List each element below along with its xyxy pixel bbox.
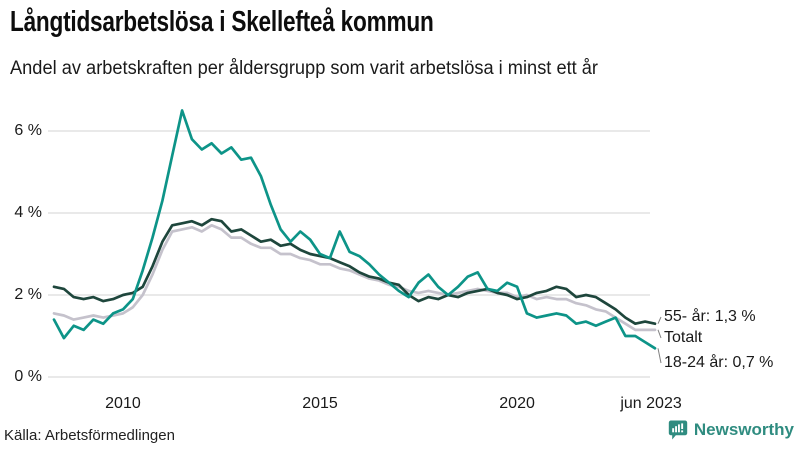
y-axis-tick-label: 4 % bbox=[14, 204, 42, 221]
label-connector bbox=[657, 348, 662, 364]
chart-title: Långtidsarbetslösa i Skellefteå kommun bbox=[10, 6, 434, 38]
series-end-label-55--år: 55- år: 1,3 % bbox=[664, 308, 756, 325]
newsworthy-wordmark: Newsworthy bbox=[693, 420, 794, 439]
x-axis-tick-label: 2020 bbox=[499, 395, 535, 412]
newsworthy-logo[interactable]: Newsworthy bbox=[668, 420, 794, 440]
source-attribution: Källa: Arbetsförmedlingen bbox=[4, 427, 175, 444]
label-connector bbox=[657, 316, 662, 324]
y-axis-tick-label: 2 % bbox=[14, 286, 42, 303]
x-axis-tick-label: 2015 bbox=[302, 395, 338, 412]
chart-subtitle: Andel av arbetskraften per åldersgrupp s… bbox=[10, 58, 599, 79]
series-line-18-24-år bbox=[52, 109, 657, 350]
x-axis-tick-label: 2010 bbox=[105, 395, 141, 412]
y-axis-tick-label: 6 % bbox=[14, 122, 42, 139]
series-line-Totalt bbox=[52, 223, 657, 332]
y-axis-tick-label: 0 % bbox=[14, 368, 42, 385]
newsworthy-bubble-chart-icon bbox=[668, 420, 688, 440]
series-end-label-Totalt: Totalt bbox=[664, 329, 703, 346]
label-connector bbox=[657, 329, 662, 339]
series-line-55--år bbox=[52, 217, 657, 326]
x-axis-tick-label: jun 2023 bbox=[620, 395, 682, 412]
series-end-label-18-24-år: 18-24 år: 0,7 % bbox=[664, 354, 774, 371]
